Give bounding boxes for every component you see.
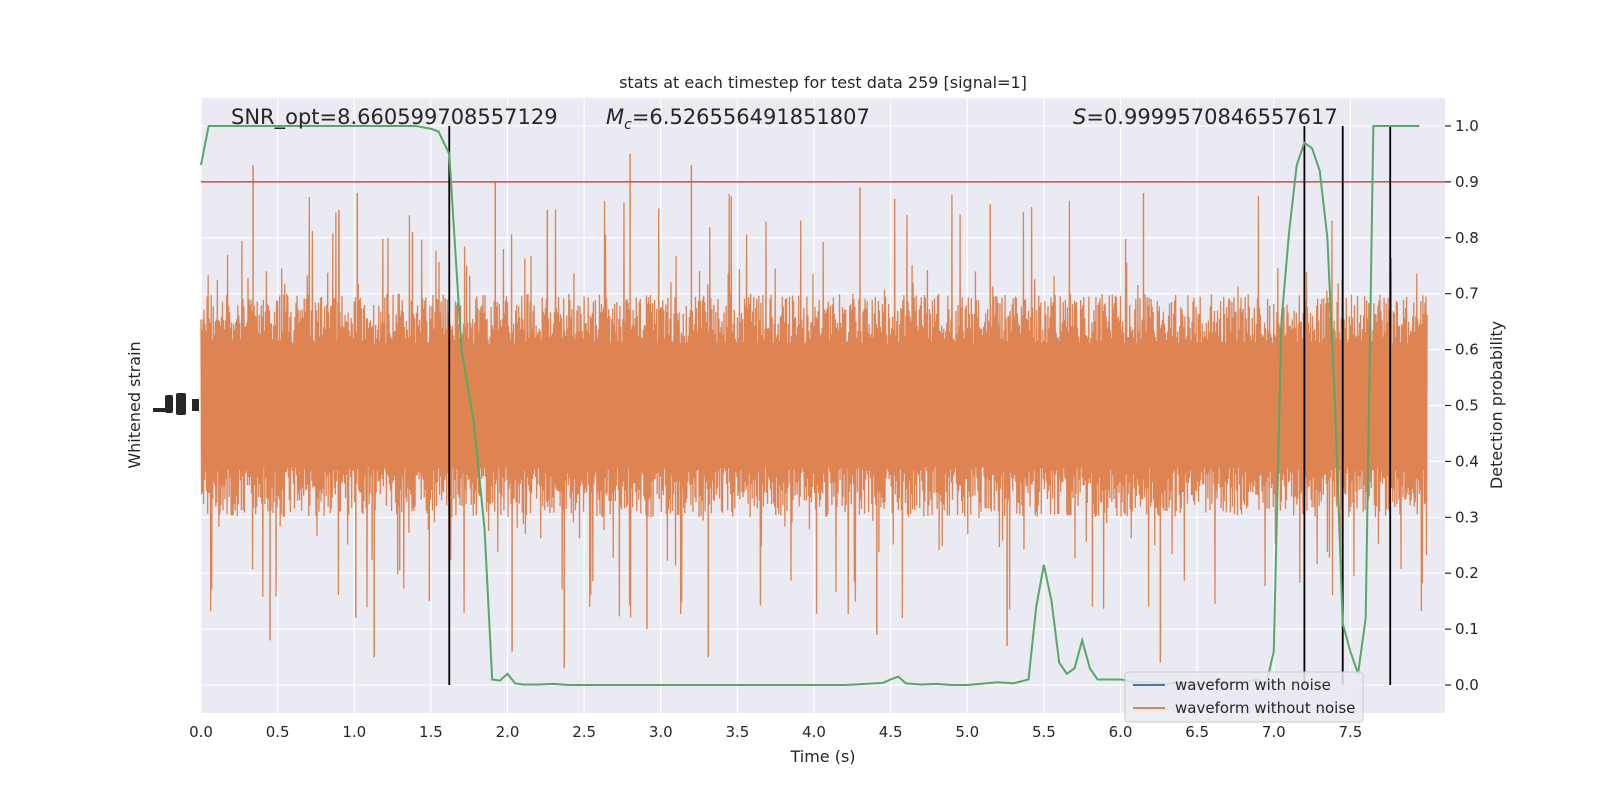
x-tick-label: 0.0 [189, 723, 213, 741]
x-tick-label: 5.5 [1032, 723, 1056, 741]
right-tick-label: 0.4 [1455, 452, 1479, 470]
right-tick-label: 0.3 [1455, 508, 1479, 526]
left-tick-blob [153, 408, 169, 412]
x-tick-label: 4.0 [802, 723, 826, 741]
x-axis-label: Time (s) [789, 747, 855, 766]
chart-title: stats at each timestep for test data 259… [619, 73, 1027, 92]
x-tick-label: 5.0 [955, 723, 979, 741]
x-tick-label: 0.5 [266, 723, 290, 741]
left-tick-blob [165, 395, 173, 413]
chirp-mass-annotation: Mc=6.526556491851807 [606, 105, 870, 133]
detection-markers [448, 125, 1392, 686]
x-tick-label: 7.0 [1262, 723, 1286, 741]
x-tick-label: 1.5 [419, 723, 443, 741]
left-axis-ticks [153, 393, 199, 415]
probability-line [200, 124, 1420, 687]
right-tick-label: 1.0 [1455, 117, 1479, 135]
right-tick-label: 0.8 [1455, 229, 1479, 247]
right-tick-label: 0.1 [1455, 620, 1479, 638]
right-axis-label: Detection probability [1487, 321, 1506, 489]
x-tick-label: 3.5 [725, 723, 749, 741]
left-axis-label: Whitened strain [125, 341, 144, 468]
right-tick-label: 0.2 [1455, 564, 1479, 582]
legend-label-without-noise: waveform without noise [1175, 699, 1355, 717]
score-value: =0.9999570846557617 [1086, 105, 1337, 129]
snr-annotation: SNR_opt=8.660599708557129 [231, 105, 558, 130]
chirp-mass-value: =6.526556491851807 [632, 105, 870, 129]
x-tick-label: 1.0 [342, 723, 366, 741]
x-tick-label: 6.0 [1109, 723, 1133, 741]
chirp-mass-subscript: c [624, 117, 632, 133]
legend: waveform with noise waveform without noi… [1124, 671, 1364, 723]
x-tick-label: 3.0 [649, 723, 673, 741]
chirp-mass-symbol: M [606, 105, 624, 129]
strain-waveform [200, 153, 1428, 669]
probability-layer [200, 124, 1420, 687]
right-tick-label: 0.7 [1455, 285, 1479, 303]
x-tick-label: 4.5 [879, 723, 903, 741]
strain-core [201, 349, 1427, 462]
right-tick-label: 0.9 [1455, 173, 1479, 191]
left-tick-blob [176, 393, 186, 415]
right-tick-label: 0.5 [1455, 397, 1479, 415]
x-tick-label: 6.5 [1185, 723, 1209, 741]
x-axis-ticks: 0.0 0.5 1.0 1.5 2.0 2.5 3.0 3.5 4.0 4.5 5.0 5.5 6.0 6… [189, 723, 1362, 741]
x-tick-label: 2.5 [572, 723, 596, 741]
score-symbol: S [1073, 105, 1086, 129]
right-tick-label: 0.0 [1455, 676, 1479, 694]
x-tick-label: 2.0 [496, 723, 520, 741]
x-tick-label: 7.5 [1338, 723, 1362, 741]
legend-label-with-noise: waveform with noise [1175, 676, 1331, 694]
right-axis-ticks: 0.0 0.1 0.2 0.3 0.4 0.5 0.6 0.7 0.8 0.9 1.0 [1445, 117, 1479, 694]
legend-frame [1124, 671, 1364, 723]
left-tick-blob [192, 399, 199, 411]
score-annotation: S=0.9999570846557617 [1073, 105, 1338, 129]
right-tick-label: 0.6 [1455, 341, 1479, 359]
strain-line [200, 193, 1428, 618]
